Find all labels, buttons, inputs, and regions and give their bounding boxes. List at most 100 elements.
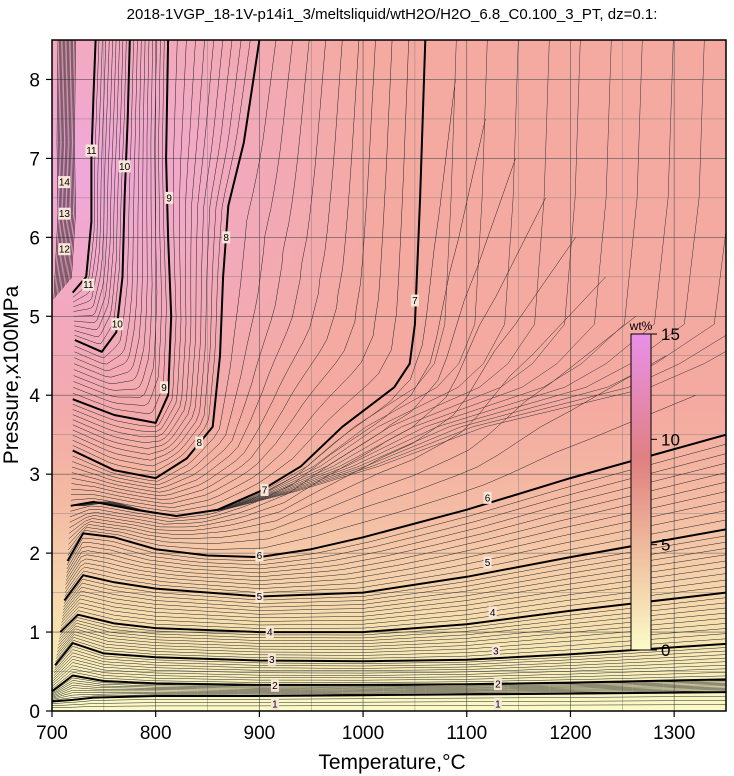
contour-label-bg-3: [493, 678, 502, 691]
contour-thin-9-2: [74, 40, 124, 337]
contour-label-17: 9: [166, 193, 172, 204]
contour-label-20: 11: [83, 280, 94, 291]
contour-thin-1-1: [52, 671, 726, 689]
contour-label-bg-4: [267, 653, 276, 666]
contour-label-23: 13: [59, 209, 71, 220]
contour-thin-4-8: [66, 453, 726, 570]
contour-label-22: 12: [59, 245, 71, 256]
contour-thin-low-3: [52, 704, 726, 709]
contour-thin-6-5: [71, 40, 343, 497]
y-tick-label-0: 0: [29, 702, 40, 723]
contour-thin-0-9: [52, 677, 726, 693]
contour-thin-6-9: [72, 40, 277, 482]
contour-thin-6-6: [71, 40, 326, 493]
contour-thin-3-8: [63, 541, 726, 607]
contour-thin-3-2: [60, 579, 726, 626]
contour-label-0: 1: [272, 699, 278, 710]
contour-label-8: 5: [257, 592, 263, 603]
contour-line-4: [59, 591, 726, 634]
contour-label-7: 4: [490, 608, 496, 619]
contour-thin-6-3: [71, 40, 376, 504]
contour-thin-7-1: [72, 40, 251, 473]
colorbar-tick-label-1: 5: [661, 536, 670, 555]
contour-thin-3-6: [62, 554, 726, 614]
contour-thin-0-5: [52, 685, 726, 697]
contour-label-bg-8: [255, 590, 264, 603]
thin-contours: [52, 40, 726, 709]
contour-thin-9-3: [74, 40, 120, 330]
contour-label-bg-23: [58, 207, 71, 220]
contour-thin-6-2: [71, 40, 393, 508]
colorbar-tick-label-0: 0: [661, 641, 670, 660]
contour-label-21: 11: [86, 146, 97, 157]
contour-thin-5-8: [69, 118, 486, 522]
contour-label-6: 4: [267, 628, 273, 639]
contour-thin-7-4: [72, 40, 224, 455]
contour-thin-3-7: [63, 548, 726, 611]
contour-thin-0-3: [52, 688, 726, 699]
y-tick-label-4: 4: [29, 386, 40, 407]
x-tick-label-6: 1300: [653, 723, 695, 744]
contour-thin-left-1: [71, 40, 76, 279]
contour-line-7: [70, 40, 427, 517]
contour-label-bg-13: [410, 294, 419, 307]
contour-line-8: [72, 40, 261, 480]
contour-thin-low-2: [52, 700, 726, 706]
contour-thin-7-3: [72, 40, 233, 461]
contour-thin-4-2: [64, 510, 726, 593]
contour-thin-0-1: [52, 690, 726, 701]
contour-label-14: 8: [196, 438, 202, 449]
contour-thin-4-3: [65, 500, 726, 589]
contour-label-bg-0: [270, 697, 279, 710]
contour-thin-1-3: [52, 665, 726, 684]
contour-label-bg-24: [58, 176, 71, 189]
contour-thin-1-2: [52, 668, 726, 687]
contour-thin-6-7: [72, 40, 310, 489]
contour-thin-8-1: [72, 40, 167, 415]
contour-thin-8-8: [74, 40, 138, 365]
contour-thin-5-4: [68, 276, 606, 540]
contour-thin-9-6: [73, 40, 110, 312]
contour-label-bg-10: [255, 549, 264, 562]
contour-thin-8-5: [73, 40, 150, 385]
contour-thin-0-4: [52, 686, 726, 698]
contour-thin-6-1: [70, 40, 409, 512]
contour-thin-2-2: [55, 633, 726, 659]
contour-thin-9-4: [73, 40, 117, 323]
contour-label-15: 8: [223, 233, 229, 244]
contour-line-1: [52, 691, 726, 703]
colorbar: wt% 0 5 10 15: [629, 319, 680, 660]
x-tick-label-2: 900: [244, 723, 276, 744]
contour-thin-7-7: [72, 40, 196, 438]
contour-label-bg-6: [265, 626, 274, 639]
contour-thin-7-5: [72, 40, 215, 449]
y-tick-label-1: 1: [29, 623, 40, 644]
contour-label-bg-15: [222, 231, 231, 244]
contour-thin-2-3: [56, 628, 726, 656]
y-tick-label-2: 2: [29, 544, 40, 565]
x-tick-label-1: 800: [140, 723, 172, 744]
contour-thin-7-6: [72, 40, 205, 444]
contour-label-9: 5: [485, 558, 491, 569]
contour-label-11: 6: [485, 493, 491, 504]
contour-label-bg-1: [493, 697, 502, 710]
contour-label-bg-2: [270, 679, 279, 692]
y-axis-label: Pressure,x100MPa: [0, 285, 23, 464]
y-axis-ticks: 0 1 2 3 4 5 6 7 8: [29, 70, 52, 723]
contour-thin-2-9: [59, 597, 726, 636]
contour-thin-9-8: [73, 40, 103, 303]
contour-thin-2-4: [57, 623, 726, 653]
x-tick-label-4: 1100: [446, 723, 487, 744]
contour-thin-1-7: [54, 652, 726, 674]
contour-thin-1-5: [53, 659, 726, 679]
colorbar-unit: wt%: [629, 319, 653, 333]
contour-thin-8-7: [74, 40, 142, 371]
contour-label-12: 7: [262, 485, 268, 496]
contour-thin-1-6: [53, 655, 726, 676]
contour-label-bg-19: [118, 160, 131, 173]
contour-thin-8-3: [73, 40, 158, 398]
plot-frame: [51, 39, 727, 712]
contour-thin-4-5: [65, 481, 726, 581]
contour-label-10: 6: [257, 551, 263, 562]
